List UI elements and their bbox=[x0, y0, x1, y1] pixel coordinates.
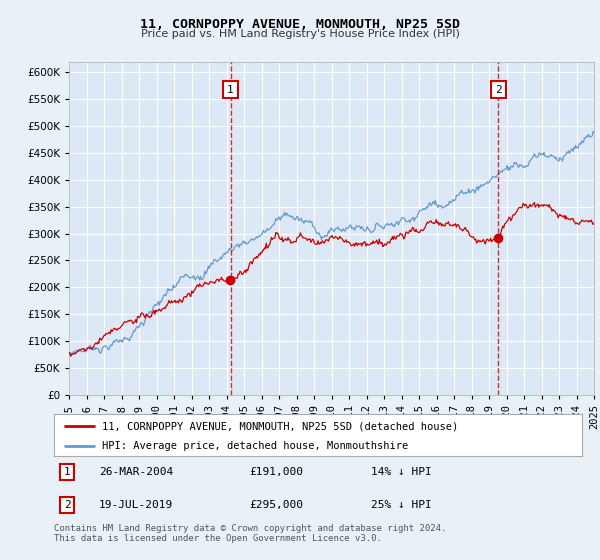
Text: 19-JUL-2019: 19-JUL-2019 bbox=[99, 500, 173, 510]
Text: Price paid vs. HM Land Registry's House Price Index (HPI): Price paid vs. HM Land Registry's House … bbox=[140, 29, 460, 39]
Text: 1: 1 bbox=[227, 85, 234, 95]
Text: 11, CORNPOPPY AVENUE, MONMOUTH, NP25 5SD (detached house): 11, CORNPOPPY AVENUE, MONMOUTH, NP25 5SD… bbox=[101, 421, 458, 431]
Text: £295,000: £295,000 bbox=[250, 500, 304, 510]
Text: 25% ↓ HPI: 25% ↓ HPI bbox=[371, 500, 431, 510]
Text: Contains HM Land Registry data © Crown copyright and database right 2024.
This d: Contains HM Land Registry data © Crown c… bbox=[54, 524, 446, 543]
Text: 2: 2 bbox=[64, 500, 71, 510]
Text: HPI: Average price, detached house, Monmouthshire: HPI: Average price, detached house, Monm… bbox=[101, 441, 408, 451]
Text: 26-MAR-2004: 26-MAR-2004 bbox=[99, 467, 173, 477]
Text: £191,000: £191,000 bbox=[250, 467, 304, 477]
Text: 1: 1 bbox=[64, 467, 71, 477]
Text: 2: 2 bbox=[495, 85, 502, 95]
Text: 14% ↓ HPI: 14% ↓ HPI bbox=[371, 467, 431, 477]
Text: 11, CORNPOPPY AVENUE, MONMOUTH, NP25 5SD: 11, CORNPOPPY AVENUE, MONMOUTH, NP25 5SD bbox=[140, 18, 460, 31]
